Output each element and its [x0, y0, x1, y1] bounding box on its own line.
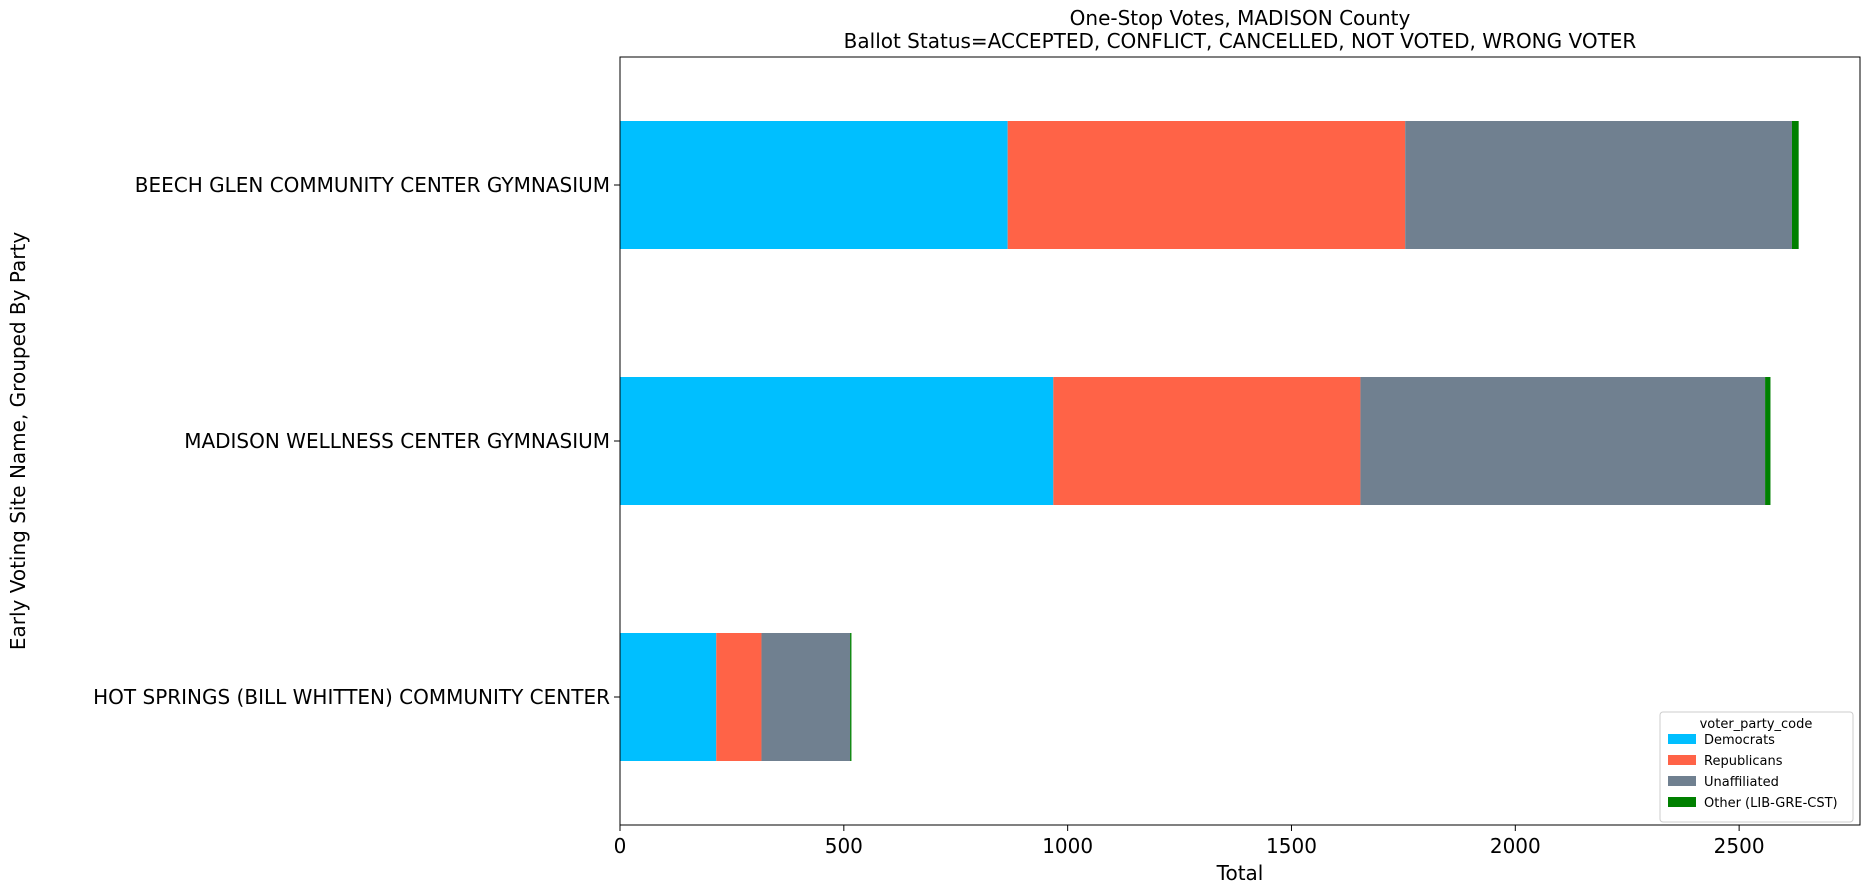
x-tick-label: 500 — [825, 834, 863, 858]
chart-title: One-Stop Votes, MADISON County — [1070, 6, 1411, 30]
category-labels: BEECH GLEN COMMUNITY CENTER GYMNASIUM MAD… — [93, 173, 620, 709]
legend-entry: Other (LIB-GRE-CST) — [1704, 796, 1838, 811]
legend-swatch — [1668, 755, 1696, 765]
category-label: MADISON WELLNESS CENTER GYMNASIUM — [184, 429, 610, 453]
y-axis-label: Early Voting Site Name, Grouped By Party — [6, 232, 30, 650]
bar-republicans-0 — [1007, 121, 1406, 249]
legend-title: voter_party_code — [1700, 717, 1813, 732]
legend-swatch — [1668, 734, 1696, 744]
chart-subtitle: Ballot Status=ACCEPTED, CONFLICT, CANCEL… — [844, 29, 1637, 53]
x-axis-label: Total — [1216, 861, 1264, 885]
bar-republicans-1 — [1053, 377, 1361, 505]
legend-items: Democrats Republicans Unaffiliated Other (L… — [1668, 733, 1838, 811]
bar-democrats-1 — [620, 377, 1054, 505]
bar-unaffiliated-0 — [1405, 121, 1792, 249]
category-label: BEECH GLEN COMMUNITY CENTER GYMNASIUM — [135, 173, 610, 197]
bar-other-lib-gre-cst-1 — [1765, 377, 1771, 505]
bar-unaffiliated-2 — [761, 633, 851, 761]
legend: voter_party_code Democrats Republicans Una… — [1659, 711, 1854, 823]
x-axis-ticks: 0 500 1000 1500 2000 2500 — [614, 825, 1765, 858]
plot-frame — [619, 56, 1861, 826]
x-tick-label: 1000 — [1042, 834, 1093, 858]
bar-democrats-2 — [620, 633, 717, 761]
x-tick-label: 1500 — [1266, 834, 1317, 858]
bar-democrats-0 — [620, 121, 1008, 249]
category-label: HOT SPRINGS (BILL WHITTEN) COMMUNITY CEN… — [93, 685, 610, 709]
legend-box — [1659, 711, 1854, 823]
bar-republicans-2 — [716, 633, 762, 761]
legend-swatch — [1668, 776, 1696, 786]
legend-entry: Unaffiliated — [1704, 775, 1779, 790]
legend-entry: Democrats — [1704, 733, 1775, 748]
legend-entry: Republicans — [1704, 754, 1783, 769]
bars-group — [620, 121, 1799, 761]
x-tick-label: 2000 — [1490, 834, 1541, 858]
x-tick-label: 0 — [614, 834, 627, 858]
bar-other-lib-gre-cst-0 — [1791, 121, 1799, 249]
bar-other-lib-gre-cst-2 — [850, 633, 852, 761]
legend-swatch — [1668, 797, 1696, 807]
x-tick-label: 2500 — [1714, 834, 1765, 858]
bar-unaffiliated-1 — [1360, 377, 1766, 505]
